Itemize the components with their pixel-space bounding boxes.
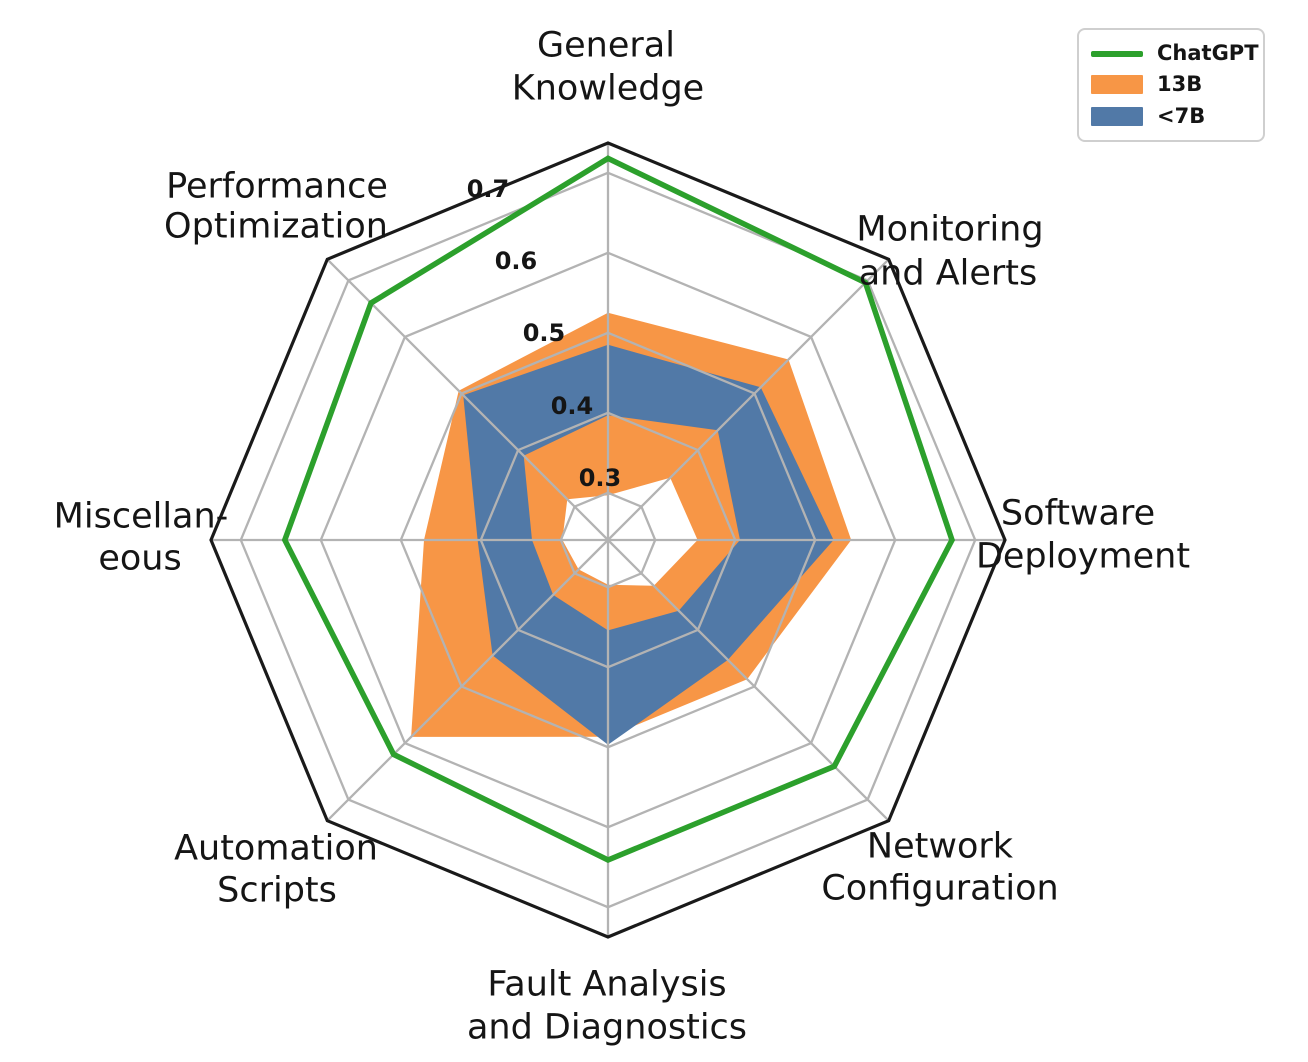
axis-label-miscellaneous-line2: eous: [98, 538, 182, 579]
radial-tick-label-0.4: 0.4: [551, 392, 594, 420]
line-chatgpt: [281, 155, 955, 864]
outer-frame: [209, 141, 1007, 939]
legend-label-13b: 13B: [1157, 72, 1203, 97]
radial-tick-label-0.3: 0.3: [579, 464, 622, 492]
axis-label-software-deployment-line2: Deployment: [975, 536, 1191, 577]
grid-spoke-5: [326, 539, 609, 822]
grid-spoke-7: [326, 258, 609, 541]
axis-label-general-knowledge-line2: Knowledge: [511, 68, 705, 109]
axis-label-monitoring-alerts-line2: and Alerts: [858, 253, 1038, 294]
legend-label-7b: <7B: [1157, 103, 1206, 128]
radial-tick-label-0.7: 0.7: [467, 175, 510, 203]
axis-label-network-configuration-line2: Configuration: [821, 868, 1059, 909]
radial-tick-label-0.6: 0.6: [495, 247, 538, 275]
legend-item-chatgpt: ChatGPT: [1091, 43, 1259, 64]
axis-label-fault-analysis-line2: and Diagnostics: [466, 1007, 748, 1048]
axis-label-fault-analysis-line1: Fault Analysis: [487, 964, 727, 1005]
axis-label-network-configuration-line1: Network: [866, 826, 1014, 867]
axis-label-general-knowledge-line1: General: [537, 25, 675, 66]
grid-spoke-1: [607, 258, 890, 541]
legend-item-7b: <7B: [1091, 103, 1251, 128]
chatgpt-line-swatch-icon: [1091, 50, 1143, 57]
7b-patch-swatch-icon: [1091, 106, 1143, 126]
legend-label-chatgpt: ChatGPT: [1157, 41, 1259, 66]
axis-label-automation-scripts-line1: Automation: [174, 828, 378, 869]
axis-label-automation-scripts-line2: Scripts: [217, 870, 337, 911]
radial-tick-label-0.5: 0.5: [523, 319, 566, 347]
axis-label-performance-optimization-line1: Performance: [166, 166, 388, 207]
legend-item-13b: 13B: [1091, 74, 1251, 95]
grid-spoke-3: [607, 539, 890, 822]
axis-label-monitoring-alerts-line1: Monitoring: [856, 209, 1044, 250]
axis-label-software-deployment-line1: Software: [1000, 493, 1156, 534]
13b-patch-swatch-icon: [1091, 75, 1143, 95]
axis-label-miscellaneous-line1: Miscellan-: [53, 496, 229, 537]
axis-label-performance-optimization-line2: Optimization: [164, 206, 388, 247]
legend: ChatGPT 13B <7B: [1077, 28, 1265, 142]
